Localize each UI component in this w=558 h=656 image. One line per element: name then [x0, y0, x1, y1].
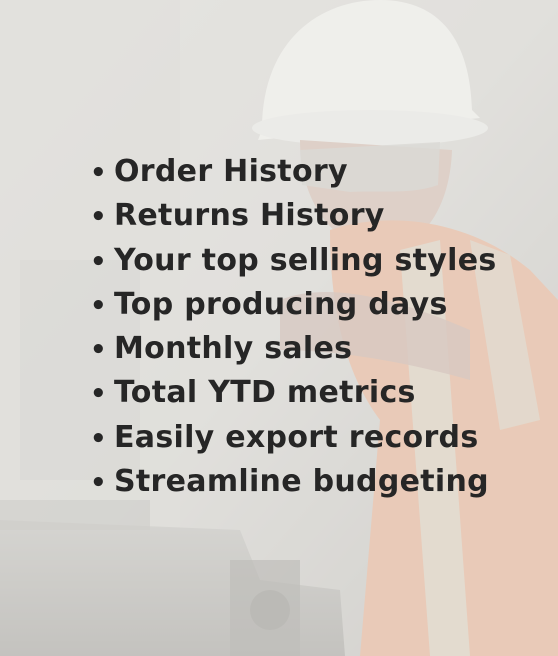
feature-label: Total YTD metrics: [114, 375, 416, 411]
bullet-icon: •: [90, 290, 107, 321]
feature-label: Order History: [114, 154, 348, 189]
bullet-icon: •: [90, 423, 107, 454]
feature-item: • Easily export records: [90, 416, 497, 460]
bullet-icon: •: [90, 468, 107, 499]
feature-label: Monthly sales: [114, 331, 353, 367]
feature-item: • Monthly sales: [90, 327, 497, 371]
feature-item: • Streamline budgeting: [90, 460, 497, 504]
bullet-icon: •: [90, 158, 107, 188]
feature-item: • Returns History: [90, 194, 497, 238]
feature-item: • Your top selling styles: [90, 239, 497, 283]
feature-label: Your top selling styles: [114, 242, 497, 278]
bullet-icon: •: [90, 202, 107, 233]
feature-label: Top producing days: [114, 286, 448, 322]
feature-item: • Total YTD metrics: [90, 371, 497, 415]
bullet-icon: •: [90, 379, 107, 410]
feature-label: Streamline budgeting: [114, 464, 489, 500]
bullet-icon: •: [90, 335, 107, 366]
feature-item: • Top producing days: [90, 283, 497, 327]
feature-item: • Order History: [90, 150, 497, 194]
feature-list: • Order History • Returns History • Your to…: [90, 150, 497, 504]
feature-label: Easily export records: [114, 419, 479, 455]
feature-label: Returns History: [114, 198, 385, 234]
bullet-icon: •: [90, 246, 107, 277]
